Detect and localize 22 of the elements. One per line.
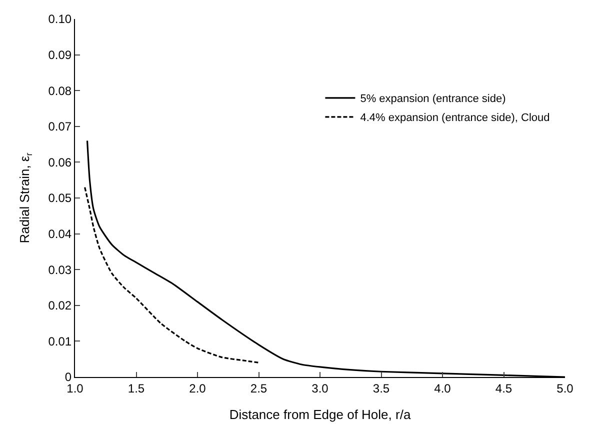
legend-label: 5% expansion (entrance side) <box>360 93 506 106</box>
x-tick-label: 2.5 <box>250 381 268 396</box>
x-tick-label: 3.5 <box>372 381 390 396</box>
y-tick-label: 0.09 <box>48 48 72 62</box>
x-axis-title: Distance from Edge of Hole, r/a <box>229 407 412 422</box>
y-tick-label: 0.01 <box>48 334 72 348</box>
x-tick-label: 2.0 <box>189 381 206 396</box>
x-tick-label: 1.5 <box>128 381 145 396</box>
y-tick-label: 0.08 <box>48 84 72 98</box>
y-tick-label: 0.04 <box>48 227 72 241</box>
y-tick-label: 0.05 <box>48 191 72 206</box>
y-tick-label: 0.06 <box>48 155 72 170</box>
x-tick-label: 4.5 <box>495 381 512 396</box>
y-tick-label: 0.02 <box>48 298 72 313</box>
x-tick-label: 5.0 <box>556 381 574 396</box>
legend-label: 4.4% expansion (entrance side), Cloud <box>360 112 550 124</box>
x-tick-label: 3.0 <box>312 381 329 396</box>
line-series <box>84 186 260 364</box>
y-tick-label: 0.03 <box>48 262 72 277</box>
y-tick-label: 0.10 <box>48 12 72 26</box>
x-tick-label: 4.0 <box>434 381 452 396</box>
y-tick-label: 0.07 <box>48 120 72 134</box>
